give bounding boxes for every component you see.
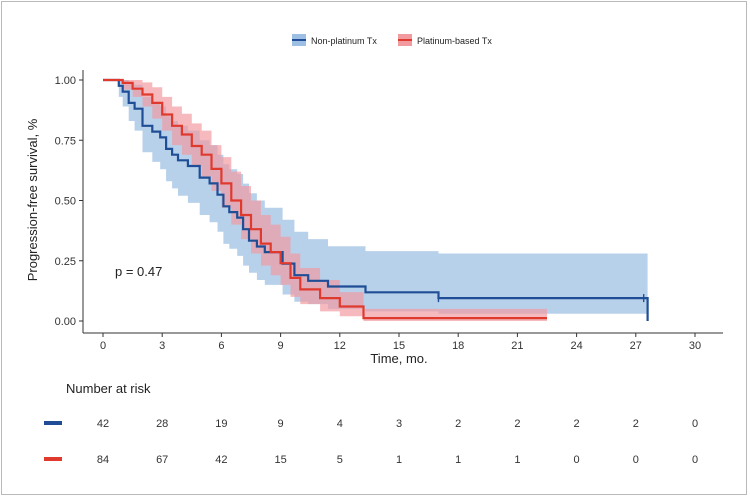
x-tick-label: 0 [100, 340, 106, 352]
risk-count-platinum: 1 [514, 454, 520, 466]
risk-table: 42 28 19 9 4 3 2 2 2 2 0 84 67 42 15 5 1 1 1 0 0 0 [44, 418, 698, 466]
legend-item-platinum: Platinum-based Tx [398, 34, 492, 46]
survival-line-platinum [103, 78, 547, 320]
p-value-annotation: p = 0.47 [115, 264, 162, 279]
risk-count-non-platinum: 9 [278, 418, 284, 430]
x-tick-label: 6 [218, 340, 224, 352]
survival-line-non-platinum [103, 78, 649, 321]
censor-marks [437, 294, 645, 303]
confidence-bands [103, 80, 648, 321]
risk-count-non-platinum: 3 [396, 418, 402, 430]
risk-count-platinum: 1 [455, 454, 461, 466]
legend-label-non-platinum: Non-platinum Tx [311, 36, 377, 46]
risk-count-non-platinum: 28 [156, 418, 168, 430]
y-axis-ticks: 0.00 0.25 0.50 0.75 1.00 [55, 75, 83, 328]
ci-band-non-platinum [103, 80, 648, 321]
risk-count-platinum: 42 [215, 454, 227, 466]
x-tick-label: 15 [393, 340, 405, 352]
y-tick-label: 1.00 [55, 75, 76, 87]
risk-count-non-platinum: 0 [692, 418, 698, 430]
x-tick-label: 18 [452, 340, 464, 352]
risk-count-non-platinum: 4 [337, 418, 343, 430]
risk-count-non-platinum: 2 [633, 418, 639, 430]
x-axis-title: Time, mo. [370, 351, 427, 366]
risk-count-platinum: 0 [574, 454, 580, 466]
risk-count-non-platinum: 42 [97, 418, 109, 430]
risk-count-non-platinum: 19 [215, 418, 227, 430]
y-tick-label: 0.50 [55, 196, 76, 208]
y-tick-label: 0.25 [55, 256, 76, 268]
risk-count-non-platinum: 2 [455, 418, 461, 430]
risk-count-platinum: 0 [692, 454, 698, 466]
risk-count-platinum: 1 [396, 454, 402, 466]
legend-item-non-platinum: Non-platinum Tx [292, 34, 377, 46]
risk-table-title: Number at risk [66, 381, 151, 396]
x-tick-label: 9 [278, 340, 284, 352]
ci-band-platinum [103, 80, 547, 321]
risk-count-platinum: 67 [156, 454, 168, 466]
y-tick-label: 0.00 [55, 316, 76, 328]
x-tick-label: 30 [689, 340, 701, 352]
x-tick-label: 3 [159, 340, 165, 352]
y-tick-label: 0.75 [55, 135, 76, 147]
risk-count-non-platinum: 2 [514, 418, 520, 430]
survival-curves [103, 78, 649, 321]
x-tick-label: 21 [511, 340, 523, 352]
x-tick-label: 27 [630, 340, 642, 352]
x-axis-ticks: 0 3 6 9 12 15 18 21 24 27 30 [100, 333, 701, 352]
risk-count-non-platinum: 2 [574, 418, 580, 430]
risk-count-platinum: 15 [274, 454, 286, 466]
risk-count-platinum: 0 [633, 454, 639, 466]
x-tick-label: 24 [570, 340, 582, 352]
x-tick-label: 12 [334, 340, 346, 352]
legend: Non-platinum Tx Platinum-based Tx [292, 34, 492, 46]
risk-count-platinum: 5 [337, 454, 343, 466]
legend-label-platinum: Platinum-based Tx [417, 36, 492, 46]
y-axis-title: Progression-free survival, % [25, 118, 40, 281]
risk-count-platinum: 84 [97, 454, 109, 466]
